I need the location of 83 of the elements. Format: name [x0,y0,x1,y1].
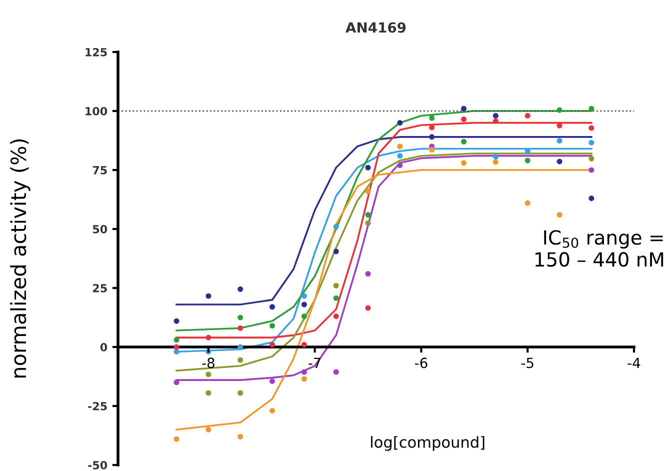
point [429,115,435,121]
point [333,314,339,320]
chart-title: AN4169 [346,22,406,33]
x-tick-label: -4 [628,358,640,368]
point [524,200,530,206]
point [269,342,276,348]
point [588,196,594,202]
point [206,372,212,378]
point [556,138,562,144]
point [174,337,180,343]
y-tick-label: -25 [88,402,107,410]
x-tick-label: -8 [202,358,214,368]
point [397,162,403,168]
annotation: IC$_{50}$ range = 150 – 440 nM [536,230,664,267]
point [365,212,371,218]
point [492,154,498,160]
point [588,156,594,162]
point [460,106,467,112]
point [238,314,244,320]
point [333,224,339,230]
point [238,325,244,331]
point [238,434,244,440]
point [397,120,403,126]
point [365,305,371,311]
point [333,369,339,375]
point [588,140,594,146]
point [556,107,562,113]
point [301,302,307,308]
point [588,106,594,112]
point [492,118,498,124]
x-tick-label: -5 [521,358,534,368]
point [397,153,403,159]
point [460,160,467,166]
point [556,212,562,218]
point [301,342,307,348]
point [429,134,435,140]
point [333,295,339,301]
point [397,144,403,150]
point [365,271,371,277]
point [269,322,276,329]
y-tick-label: 75 [92,166,107,174]
point [174,380,180,386]
y-axis-title: normalized activity (%) [10,139,30,378]
point [365,188,371,194]
point [301,376,307,382]
point [556,158,562,164]
x-tick-label: -6 [414,358,428,368]
point [365,220,371,226]
point [429,146,435,152]
point [492,159,498,165]
y-tick-label: 100 [86,106,108,116]
point [588,125,594,131]
point [238,390,244,396]
point [301,293,307,299]
point [301,369,307,375]
point [524,112,530,118]
point [174,436,180,442]
point [365,164,371,170]
point [269,378,276,384]
y-tick-label: 0 [100,342,108,352]
point [238,286,244,292]
point [269,304,276,310]
point [174,344,180,350]
point [238,357,244,363]
point [174,318,180,324]
y-tick-label: 50 [92,224,108,234]
x-axis-title: log[compound] [371,436,484,451]
point [206,334,212,340]
point [206,390,212,396]
point [206,426,212,432]
y-tick-label: -50 [88,460,108,470]
point [206,293,212,299]
point [588,167,594,173]
point [460,138,467,144]
point [301,314,307,320]
point [524,158,530,164]
point [269,408,276,414]
point [333,248,339,254]
y-tick-label: 125 [86,48,107,56]
y-tick-label: 25 [93,284,107,292]
point [460,116,467,122]
point [492,112,498,118]
point [333,282,339,288]
